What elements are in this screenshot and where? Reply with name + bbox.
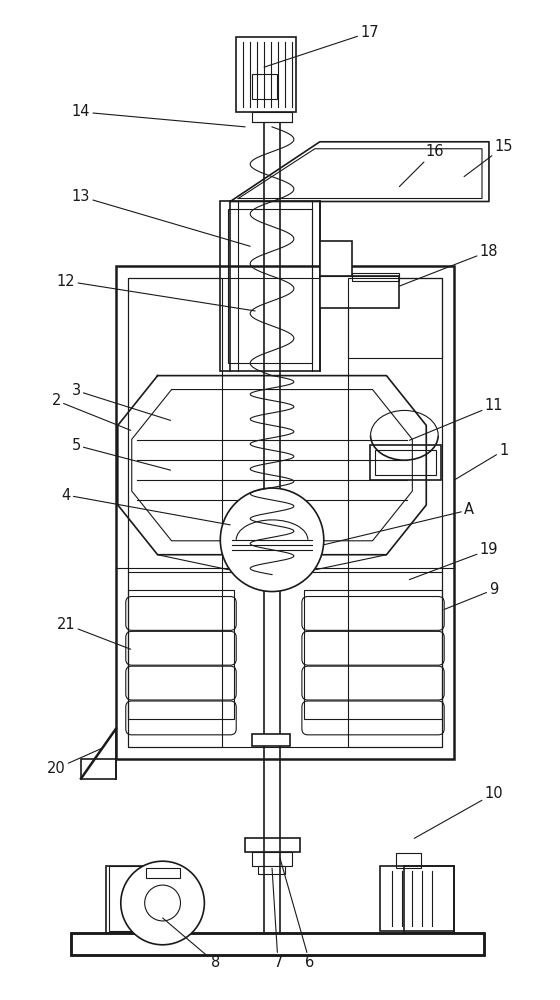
Bar: [320, 241, 352, 276]
Bar: [106, 866, 146, 933]
Bar: [71, 933, 484, 955]
Text: A: A: [324, 502, 474, 545]
Bar: [404, 866, 454, 933]
Text: 5: 5: [71, 438, 171, 470]
Text: 6: 6: [280, 858, 315, 970]
Text: 17: 17: [264, 25, 379, 67]
Text: 4: 4: [62, 488, 230, 525]
Bar: [220, 201, 320, 371]
Text: 11: 11: [409, 398, 503, 440]
Bar: [396, 853, 421, 868]
Bar: [128, 278, 222, 747]
Bar: [128, 278, 442, 747]
Text: 20: 20: [46, 749, 101, 776]
Text: 18: 18: [399, 244, 498, 286]
Bar: [320, 276, 399, 308]
Text: 9: 9: [444, 582, 498, 609]
Text: 12: 12: [57, 274, 255, 311]
Bar: [146, 868, 180, 878]
Bar: [236, 37, 296, 112]
Bar: [258, 866, 285, 874]
Text: 7: 7: [272, 868, 283, 970]
Bar: [252, 112, 292, 122]
Bar: [352, 273, 399, 281]
Bar: [228, 209, 312, 363]
Bar: [128, 590, 234, 719]
Text: 19: 19: [409, 542, 498, 580]
Bar: [375, 450, 436, 475]
Text: 15: 15: [464, 139, 513, 177]
Bar: [252, 852, 292, 866]
Bar: [245, 838, 300, 852]
Bar: [370, 445, 441, 480]
Bar: [252, 74, 277, 99]
Bar: [116, 266, 454, 759]
Text: 13: 13: [72, 189, 250, 246]
Circle shape: [121, 861, 204, 945]
Bar: [304, 590, 442, 719]
Bar: [252, 575, 290, 587]
Bar: [252, 734, 290, 746]
Bar: [81, 759, 116, 779]
Bar: [348, 278, 442, 358]
Bar: [71, 933, 484, 955]
Circle shape: [144, 885, 180, 921]
Text: 3: 3: [72, 383, 171, 420]
Text: 2: 2: [52, 393, 130, 430]
Text: 21: 21: [57, 617, 130, 649]
Text: 8: 8: [162, 918, 220, 970]
Circle shape: [220, 488, 324, 592]
Text: 10: 10: [414, 786, 503, 838]
Text: 16: 16: [399, 144, 444, 187]
Text: 1: 1: [454, 443, 508, 480]
Bar: [380, 866, 454, 931]
Bar: [109, 866, 144, 931]
Text: 14: 14: [72, 104, 245, 127]
Bar: [348, 278, 442, 747]
